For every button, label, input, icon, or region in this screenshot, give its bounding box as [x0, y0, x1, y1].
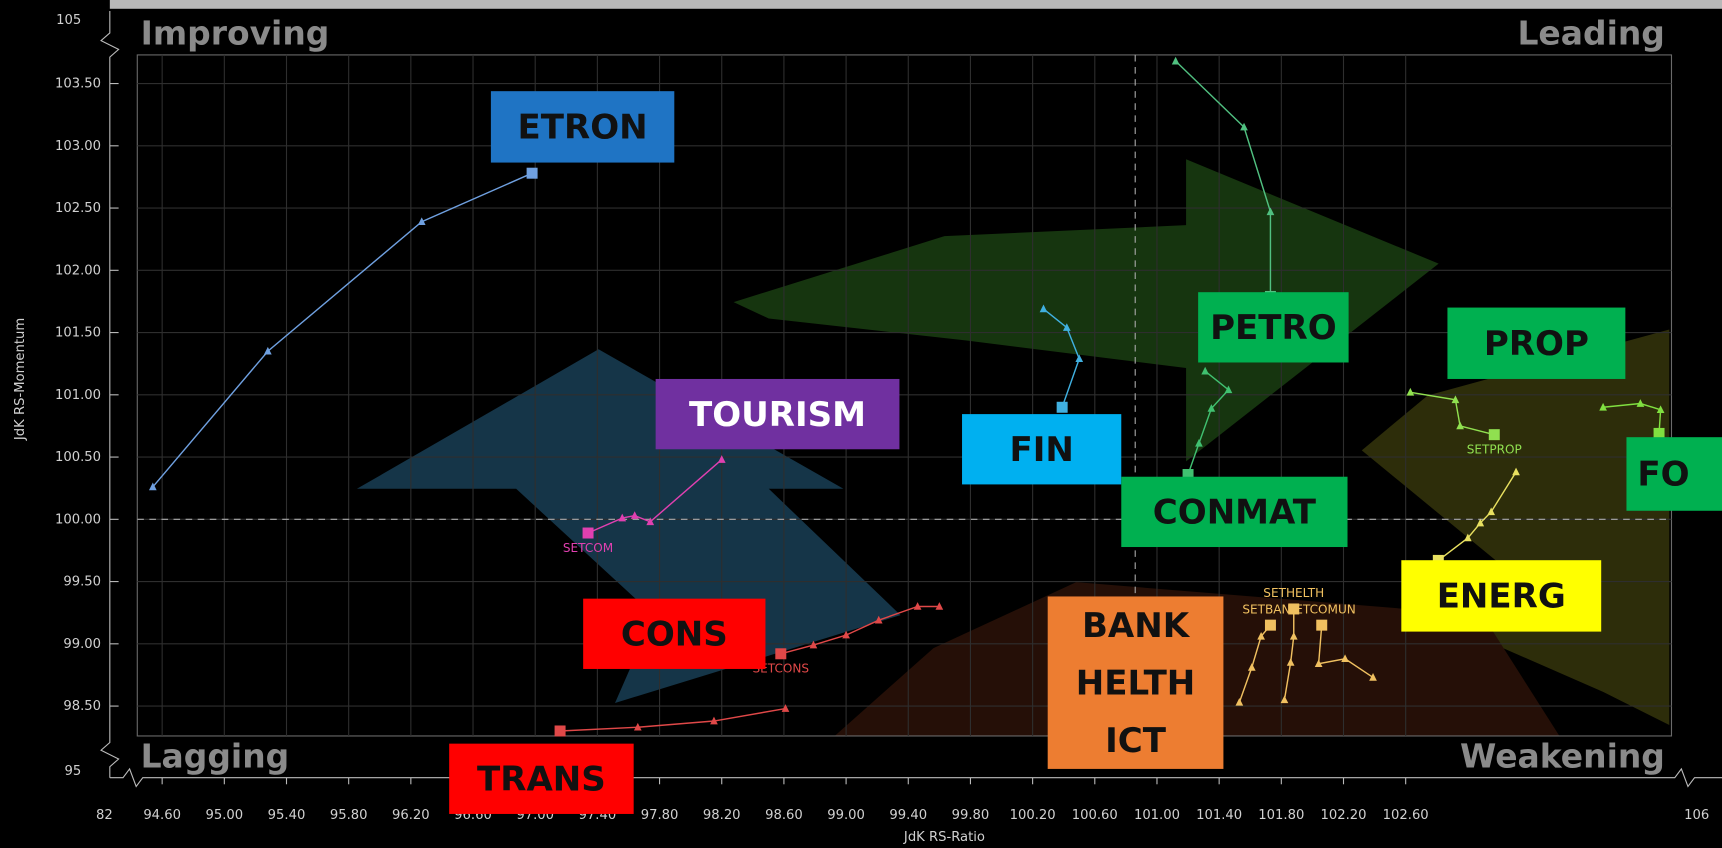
head-marker [555, 725, 566, 736]
x-tick-label: 101.00 [1134, 808, 1180, 823]
x-tick-label: 95.80 [330, 808, 368, 823]
series-name: CONMAT [1153, 493, 1317, 533]
series-name: FIN [1009, 430, 1073, 470]
head-marker [1316, 620, 1327, 631]
y-tick-label: 99.00 [63, 637, 101, 652]
x-tick-label: 94.60 [143, 808, 181, 823]
x-tick-label: 102.60 [1383, 808, 1429, 823]
series-name: HELTH [1076, 663, 1195, 703]
x-axis-title: JdK RS-Ratio [903, 830, 985, 845]
y-tick-label: 100.50 [55, 450, 101, 465]
y-tick-label: 98.50 [63, 699, 101, 714]
x-tick-label: 98.60 [765, 808, 803, 823]
x-tick-label: 99.00 [827, 808, 865, 823]
series-name: PROP [1484, 324, 1589, 364]
x-tick-label: 98.20 [703, 808, 741, 823]
x-tick-label: 100.60 [1072, 808, 1118, 823]
x-tick-label: 101.80 [1258, 808, 1304, 823]
series-name: ETRON [518, 108, 648, 148]
y-axis-title: JdK RS-Momentum [13, 318, 28, 441]
head-marker [583, 528, 594, 539]
head-marker [1489, 429, 1500, 440]
series-name: TRANS [477, 759, 606, 799]
quadrant-label: Improving [141, 14, 330, 53]
x-tick-label: 101.40 [1196, 808, 1242, 823]
series-label: SETCOMUN [1288, 602, 1356, 616]
quadrant-label: Weakening [1460, 736, 1665, 775]
series-label: SETCOM [563, 541, 613, 555]
y-tick-label: 99.50 [63, 575, 101, 590]
series-name: FO [1637, 455, 1689, 495]
x-tick-label: 99.40 [889, 808, 927, 823]
series-label: SETPROP [1467, 443, 1522, 457]
x-tick-label: 95.00 [205, 808, 243, 823]
x-break-label: 106 [1684, 808, 1709, 823]
series-name: ENERG [1437, 577, 1566, 617]
y-tick-label: 101.50 [55, 326, 101, 341]
head-marker [775, 648, 786, 659]
page: Improving Leading Lagging Weakening JdK … [0, 0, 1722, 848]
head-marker [527, 168, 538, 179]
top-toolbar [110, 0, 1722, 9]
head-marker [1057, 402, 1068, 413]
y-break-label: 95 [65, 764, 82, 779]
rrg-chart: Improving Leading Lagging Weakening JdK … [0, 0, 1722, 848]
quadrant-label: Leading [1517, 14, 1664, 53]
x-tick-label: 100.20 [1010, 808, 1056, 823]
series-name: BANK [1082, 606, 1191, 646]
y-tick-label: 102.50 [55, 201, 101, 216]
x-tick-label: 97.80 [641, 808, 679, 823]
y-tick-label: 102.00 [55, 263, 101, 278]
x-break-label: 82 [96, 808, 113, 823]
y-tick-label: 103.00 [55, 139, 101, 154]
y-break-label: 105 [56, 13, 81, 28]
head-marker [1265, 620, 1276, 631]
x-tick-label: 102.20 [1320, 808, 1366, 823]
x-tick-label: 99.80 [952, 808, 990, 823]
x-tick-label: 95.40 [268, 808, 306, 823]
series-name: ICT [1105, 721, 1167, 761]
series-name: TOURISM [689, 395, 866, 435]
x-tick-label: 96.20 [392, 808, 430, 823]
series-name: CONS [621, 614, 728, 654]
series-label: SETHELTH [1263, 586, 1324, 600]
y-tick-label: 103.50 [55, 77, 101, 92]
series-name: PETRO [1210, 308, 1337, 348]
y-tick-label: 100.00 [55, 512, 101, 527]
y-tick-label: 101.00 [55, 388, 101, 403]
quadrant-label: Lagging [141, 736, 290, 775]
